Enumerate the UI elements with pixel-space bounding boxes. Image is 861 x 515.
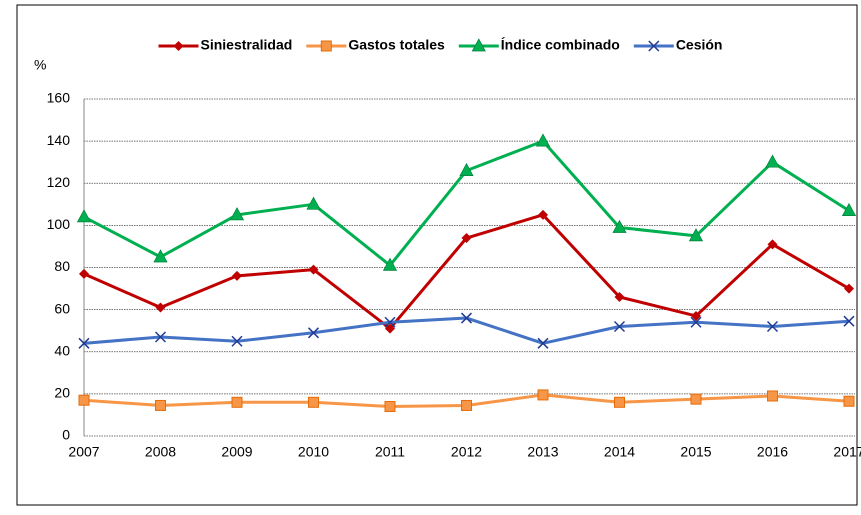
marker [308, 264, 319, 275]
y-tick-label: 80 [54, 258, 70, 274]
y-tick-label: 0 [62, 427, 70, 443]
x-tick-label: 2009 [221, 444, 252, 460]
legend-text: Gastos totales [348, 37, 445, 53]
y-tick-label: 120 [47, 174, 71, 190]
marker [306, 196, 321, 210]
marker [384, 401, 396, 413]
marker [844, 283, 854, 294]
y-tick-label: 60 [54, 300, 70, 316]
marker [767, 390, 778, 402]
marker [76, 209, 92, 223]
marker [155, 399, 166, 411]
marker [767, 239, 778, 250]
marker [690, 316, 702, 328]
marker [613, 320, 626, 333]
x-tick-label: 2007 [68, 444, 99, 460]
legend-item: Siniestralidad [158, 37, 293, 53]
marker [308, 396, 319, 408]
chart-frame [16, 4, 858, 506]
marker [614, 291, 625, 302]
marker [537, 389, 549, 401]
marker [843, 395, 855, 407]
marker [461, 233, 472, 244]
x-tick-label: 2008 [145, 444, 176, 460]
marker [766, 320, 779, 333]
x-tick-label: 2014 [604, 444, 635, 460]
marker [79, 268, 89, 279]
x-tick-label: 2015 [680, 444, 711, 460]
marker [843, 315, 855, 327]
y-tick-label: 40 [54, 342, 70, 358]
y-tick-label: 100 [47, 216, 71, 232]
marker [459, 162, 474, 176]
x-tick-label: 2017 [833, 444, 861, 460]
marker [688, 228, 704, 242]
marker [154, 331, 167, 343]
legend-text: Siniestralidad [201, 37, 293, 53]
marker [382, 257, 398, 271]
marker [229, 207, 245, 221]
marker [78, 337, 90, 349]
marker [460, 312, 473, 324]
marker [231, 396, 243, 408]
legend-item: Índice combinado [458, 37, 620, 53]
marker [537, 337, 549, 349]
marker [320, 40, 332, 52]
marker [78, 394, 90, 406]
marker [535, 133, 551, 147]
marker [471, 38, 486, 52]
marker [307, 327, 320, 339]
legend-item: Cesión [633, 37, 723, 53]
marker [612, 219, 627, 233]
marker [385, 323, 395, 334]
legend-text: Cesión [676, 37, 723, 53]
marker [691, 310, 701, 321]
y-axis-label: % [34, 57, 46, 73]
legend: Siniestralidad Gastos totales Índice combi… [158, 37, 723, 53]
x-tick-label: 2011 [375, 444, 405, 460]
marker [231, 335, 243, 347]
legend-item: Gastos totales [306, 37, 445, 53]
marker [153, 249, 168, 263]
marker [538, 209, 548, 220]
marker [461, 399, 472, 411]
marker [690, 393, 702, 405]
x-tick-label: 2016 [757, 444, 788, 460]
y-tick-label: 160 [47, 90, 71, 106]
marker [841, 202, 857, 216]
legend-text: Índice combinado [501, 37, 620, 53]
x-tick-label: 2012 [451, 444, 482, 460]
x-tick-label: 2010 [298, 444, 329, 460]
marker [173, 41, 184, 51]
marker [384, 316, 396, 328]
marker [155, 302, 166, 313]
marker [614, 396, 625, 408]
y-tick-label: 140 [47, 132, 71, 148]
marker [232, 270, 242, 281]
marker [765, 154, 780, 168]
y-tick-label: 20 [54, 385, 70, 401]
x-tick-label: 2013 [527, 444, 558, 460]
marker [648, 40, 660, 52]
